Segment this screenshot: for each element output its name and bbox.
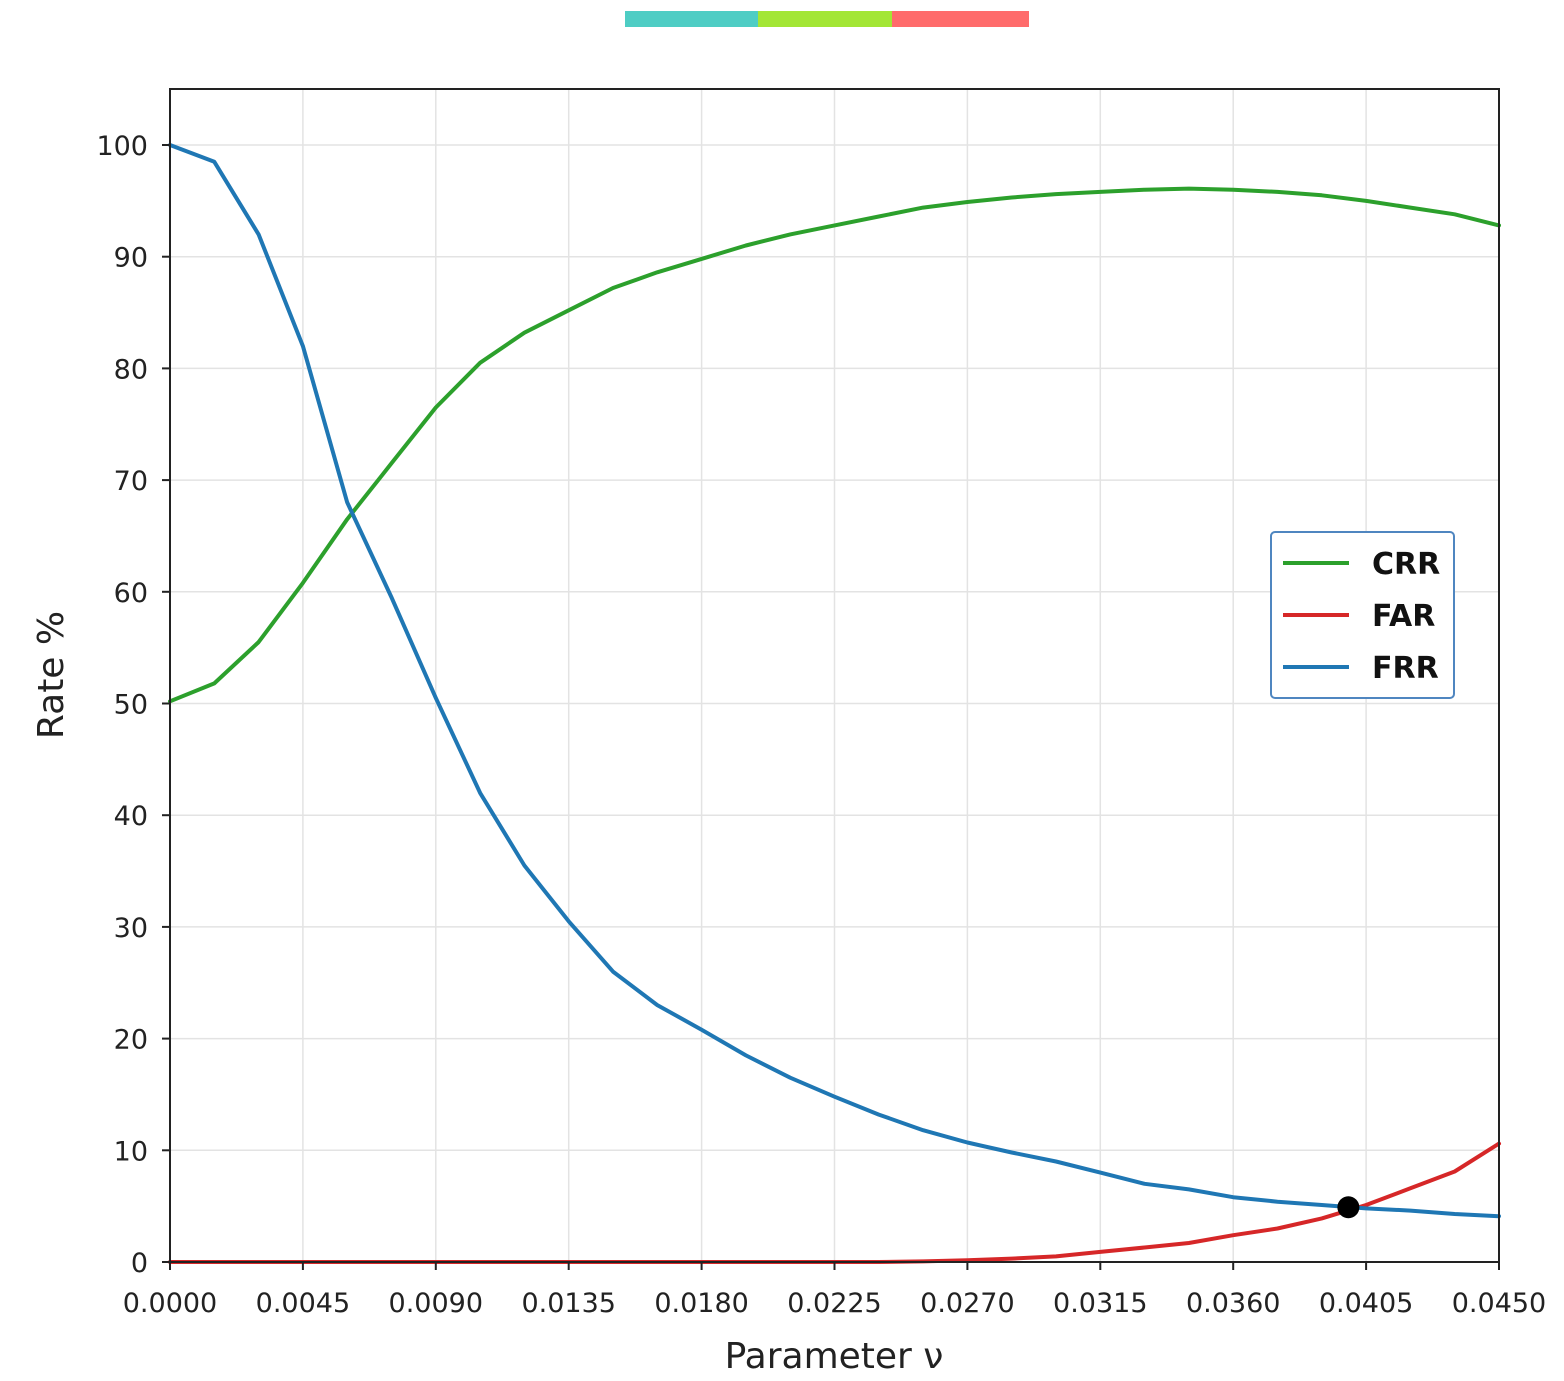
- x-tick-label: 0.0045: [256, 1288, 350, 1319]
- x-tick-label: 0.0450: [1452, 1288, 1546, 1319]
- color-bar-segment: [625, 11, 758, 27]
- x-tick-label: 0.0180: [654, 1288, 748, 1319]
- y-tick-label: 0: [131, 1248, 148, 1279]
- intersection-point: [1337, 1196, 1360, 1219]
- legend-box: [1270, 531, 1455, 699]
- series-line-frr: [168, 143, 1501, 1219]
- y-tick-label: 40: [114, 801, 148, 832]
- x-tick-label: 0.0090: [389, 1288, 483, 1319]
- color-bar-segment: [892, 11, 1029, 27]
- x-axis-label: Parameter ν: [725, 1336, 944, 1377]
- y-tick-label: 10: [114, 1136, 148, 1167]
- y-tick-label: 70: [114, 466, 148, 497]
- color-bar-segment: [758, 11, 892, 27]
- y-tick-label: 80: [114, 354, 148, 385]
- y-tick-label: 60: [114, 578, 148, 609]
- x-tick-label: 0.0315: [1053, 1288, 1147, 1319]
- y-axis: 0 10 20 30 40 50 60 70 80 90 100: [96, 131, 170, 1279]
- series-line-crr: [168, 186, 1501, 704]
- y-tick-label: 100: [96, 131, 148, 162]
- x-tick-label: 0.0405: [1319, 1288, 1413, 1319]
- y-tick-label: 20: [114, 1025, 148, 1056]
- legend-label-far: FAR: [1372, 599, 1435, 634]
- y-tick-label: 90: [114, 243, 148, 274]
- color-bar: [625, 11, 1029, 27]
- y-axis-label: Rate %: [31, 611, 72, 739]
- x-tick-label: 0.0270: [920, 1288, 1014, 1319]
- y-tick-label: 30: [114, 913, 148, 944]
- legend-label-crr: CRR: [1372, 547, 1440, 582]
- y-tick-label: 50: [114, 690, 148, 721]
- x-tick-label: 0.0135: [521, 1288, 615, 1319]
- annotations: [1337, 1196, 1360, 1219]
- x-tick-label: 0.0360: [1186, 1288, 1280, 1319]
- legend-label-frr: FRR: [1372, 651, 1439, 686]
- legend: CRR FAR FRR: [1270, 531, 1455, 699]
- x-axis: 0.0000 0.0045 0.0090 0.0135 0.0180 0.0225 0.02…: [123, 1262, 1546, 1319]
- x-tick-label: 0.0225: [787, 1288, 881, 1319]
- x-tick-label: 0.0000: [123, 1288, 217, 1319]
